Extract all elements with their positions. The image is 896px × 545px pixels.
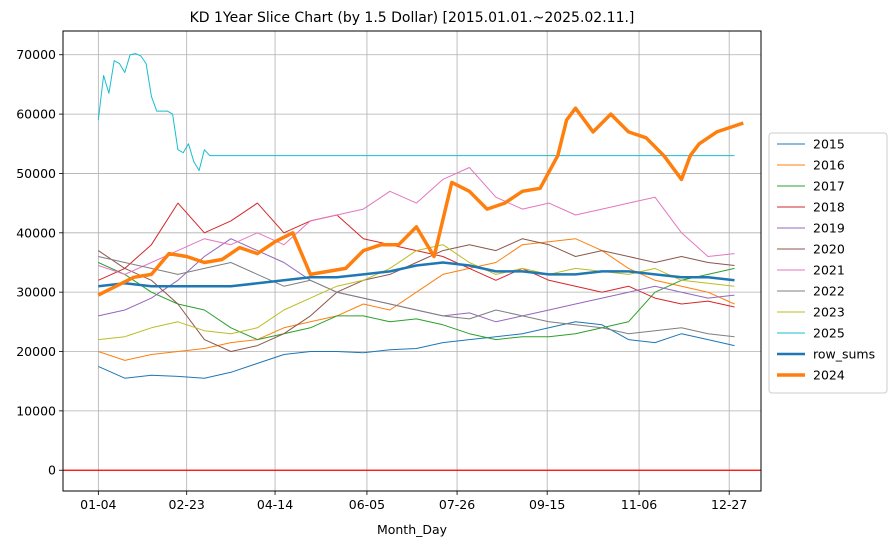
series-line-2022	[98, 256, 735, 338]
y-tick-label: 40000	[16, 225, 56, 240]
chart-title: KD 1Year Slice Chart (by 1.5 Dollar) [20…	[190, 10, 635, 26]
series-line-2021	[98, 167, 735, 275]
y-tick-label: 30000	[16, 285, 56, 300]
y-tick-label: 0	[48, 463, 56, 478]
x-tick-label: 04-14	[257, 497, 293, 512]
x-axis-label: Month_Day	[377, 522, 448, 537]
legend-entry: 2025	[813, 326, 845, 341]
x-tick-label: 01-04	[80, 497, 116, 512]
legend-box	[768, 132, 888, 394]
axes-frame	[62, 30, 762, 492]
legend-entry: 2021	[813, 263, 845, 278]
legend-entry: 2022	[813, 284, 845, 299]
x-tick-label: 11-06	[621, 497, 657, 512]
x-tick-label: 02-23	[169, 497, 205, 512]
y-tick-label: 60000	[16, 107, 56, 122]
legend-entry: 2016	[813, 158, 845, 173]
series-layer	[97, 53, 744, 379]
legend-entry: 2024	[813, 368, 845, 383]
x-axis-ticks: 01-04 02-23 04-14 06-05 07-26 09-15 11-06 12-27	[80, 491, 747, 512]
series-line-2024	[97, 106, 744, 297]
series-line-2025	[97, 53, 735, 171]
series-line-2016	[98, 238, 735, 361]
legend-entry: 2023	[813, 305, 845, 320]
y-tick-label: 10000	[16, 403, 56, 418]
x-tick-label: 09-15	[529, 497, 565, 512]
y-axis-ticks: 0 10000 20000 30000 40000 50000 60000 70000	[16, 47, 63, 478]
x-tick-label: 12-27	[711, 497, 747, 512]
legend: 2015 2016 2017 2018 2019 2020 2021 2022 2023 2025…	[768, 132, 888, 394]
legend-entry: 2015	[813, 137, 845, 152]
x-tick-label: 07-26	[439, 497, 475, 512]
series-line-2023	[98, 244, 735, 341]
y-tick-label: 70000	[16, 47, 56, 62]
y-tick-label: 20000	[16, 344, 56, 359]
y-tick-label: 50000	[16, 166, 56, 181]
series-line-2020	[98, 238, 735, 352]
series-line-2017	[98, 262, 735, 341]
x-tick-label: 06-05	[349, 497, 385, 512]
series-line-2015	[98, 321, 735, 379]
legend-entry: 2018	[813, 200, 845, 215]
legend-entry: 2017	[813, 179, 845, 194]
legend-entry: 2020	[813, 242, 845, 257]
legend-entry: row_sums	[813, 347, 875, 362]
series-line-row_sums	[98, 261, 735, 288]
grid-lines	[63, 31, 761, 491]
legend-entry: 2019	[813, 221, 845, 236]
